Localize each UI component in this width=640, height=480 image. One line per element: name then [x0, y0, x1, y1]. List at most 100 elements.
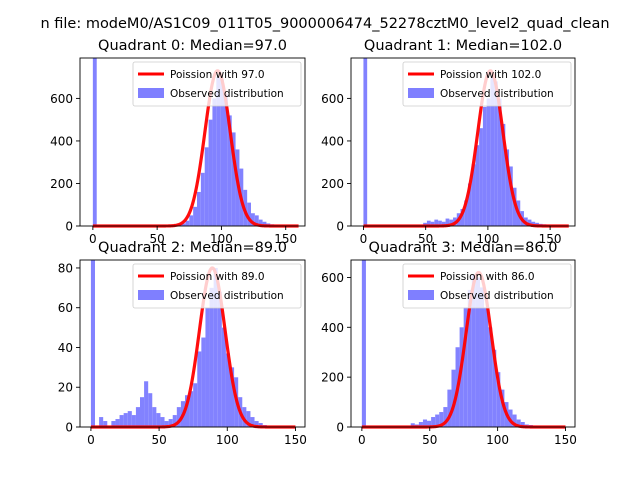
- legend-fit-label: Poission with 89.0: [170, 271, 265, 283]
- hist-bar: [439, 412, 444, 427]
- hist-bar: [427, 420, 432, 427]
- hist-bar: [459, 327, 464, 427]
- y-tick-label: 0: [336, 421, 344, 435]
- y-tick-label: 0: [336, 220, 344, 234]
- legend: Poission with 97.0 Observed distribution: [132, 61, 302, 107]
- subplot-title: Quadrant 1: Median=102.0: [364, 38, 562, 54]
- hist-bar: [148, 393, 153, 427]
- legend-box: [132, 263, 302, 309]
- hist-bar: [447, 389, 452, 427]
- hist-bar: [505, 149, 510, 226]
- hist-bar: [254, 421, 259, 427]
- hist-bar: [197, 351, 202, 427]
- subplot-title: Quadrant 0: Median=97.0: [98, 38, 287, 54]
- hist-bar: [464, 200, 468, 226]
- hist-bar: [224, 94, 228, 227]
- hist-bar: [168, 419, 173, 427]
- hist-bar: [500, 389, 505, 427]
- figure-suptitle: n file: modeM0/AS1C09_011T05_9000006474_…: [40, 16, 609, 32]
- hist-bar: [438, 220, 442, 226]
- hist-bar: [516, 419, 521, 427]
- hist-bar: [497, 98, 502, 226]
- hist-bar: [220, 79, 224, 227]
- hist-bar: [227, 115, 232, 226]
- hist-bar: [213, 267, 218, 427]
- hist-bar: [131, 415, 136, 427]
- hist-bar: [208, 119, 213, 226]
- hist-bar: [205, 307, 210, 427]
- hist-bar: [258, 219, 263, 226]
- legend: Poission with 102.0 Observed distribution: [402, 61, 572, 107]
- x-tick-label: 0: [87, 433, 95, 447]
- axes-frame: [79, 259, 306, 428]
- hist-bar: [172, 415, 177, 427]
- y-tick-label: 600: [321, 271, 344, 285]
- y-tick-label: 400: [50, 134, 73, 148]
- x-tick-label: 100: [210, 232, 233, 246]
- hist-bar: [445, 218, 450, 226]
- hist-bar: [501, 123, 506, 226]
- hist-bar: [410, 423, 415, 427]
- subplot-quadrant-2: 0 50 100 150 0 20 40 60 80 Poission with 89.0 Obse…: [58, 240, 307, 447]
- legend-box: [402, 263, 572, 309]
- hist-bar: [92, 58, 97, 226]
- y-tick-label: 200: [321, 177, 344, 191]
- y-tick-label: 400: [321, 321, 344, 335]
- hist-bar: [201, 337, 206, 427]
- hist-bar: [99, 417, 104, 427]
- legend-hist-label: Observed distribution: [440, 290, 554, 302]
- axes-frame: [350, 57, 576, 227]
- hist-bar: [262, 221, 267, 226]
- hist-bar: [475, 145, 480, 226]
- x-tick-label: 0: [358, 433, 366, 447]
- hist-bar: [246, 411, 251, 427]
- hist-bar: [200, 172, 205, 226]
- hist-bar: [90, 260, 95, 427]
- hist-bar: [467, 183, 472, 226]
- hist-bar: [490, 77, 495, 226]
- hist-bar: [434, 219, 439, 226]
- hist-bar: [185, 395, 190, 427]
- hist-bar: [254, 215, 259, 226]
- hist-bar: [135, 407, 140, 427]
- y-tick-label: 200: [321, 371, 344, 385]
- y-tick-label: 200: [50, 177, 73, 191]
- y-tick-label: 400: [321, 134, 344, 148]
- x-tick-label: 50: [151, 433, 166, 447]
- hist-bar: [482, 106, 487, 226]
- hist-bar: [486, 98, 491, 226]
- hist-bar: [164, 421, 169, 427]
- hist-bar: [492, 349, 497, 427]
- legend-box: [132, 61, 302, 107]
- x-tick-label: 100: [486, 433, 509, 447]
- hist-bar: [225, 353, 230, 427]
- hist-bar: [463, 307, 468, 427]
- hist-bar: [103, 421, 108, 427]
- hist-bar: [176, 407, 181, 427]
- x-tick-label: 150: [274, 232, 297, 246]
- x-tick-label: 100: [216, 433, 239, 447]
- hist-bar: [185, 220, 190, 226]
- legend-hist-swatch: [408, 290, 434, 300]
- hist-bar: [496, 372, 501, 427]
- legend-hist-label: Observed distribution: [170, 290, 284, 302]
- hist-bar: [251, 213, 255, 226]
- hist-bar: [527, 219, 532, 226]
- y-tick-label: 40: [58, 341, 73, 355]
- subplot-quadrant-1: 0 50 100 150 0 200 400 600 Poission with 102.0 Ob…: [321, 38, 576, 246]
- hist-bar: [431, 417, 436, 427]
- hist-bar: [441, 221, 446, 226]
- hist-bar: [231, 132, 236, 226]
- legend-fit-label: Poission with 97.0: [170, 69, 265, 81]
- hist-bar: [217, 291, 222, 427]
- legend-fit-label: Poission with 102.0: [440, 69, 541, 81]
- subplot-quadrant-0: 0 50 100 150 0 200 400 600 Poission with 97.0 Obs…: [50, 38, 306, 246]
- y-tick-label: 600: [50, 92, 73, 106]
- hist-bar: [430, 221, 435, 226]
- x-tick-label: 50: [418, 232, 433, 246]
- hist-bar: [512, 414, 517, 427]
- hist-bar: [475, 277, 480, 427]
- y-tick-label: 20: [58, 381, 73, 395]
- hist-bar: [127, 411, 132, 427]
